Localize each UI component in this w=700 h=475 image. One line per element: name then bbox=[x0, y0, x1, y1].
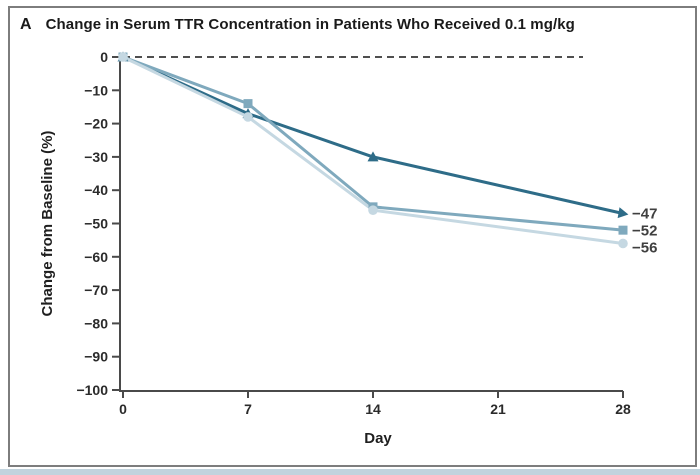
y-tick-label: −100 bbox=[76, 382, 108, 398]
series-3-circle-marker bbox=[243, 112, 253, 122]
figure-title-row: A Change in Serum TTR Concentration in Pa… bbox=[20, 16, 575, 34]
x-tick-label: 7 bbox=[244, 401, 252, 417]
x-tick-label: 14 bbox=[365, 401, 381, 417]
series-3-end-label: −56 bbox=[632, 240, 657, 257]
x-tick-label: 0 bbox=[119, 401, 127, 417]
series-2-square-marker bbox=[618, 225, 628, 235]
bottom-strip bbox=[0, 469, 700, 475]
y-tick-label: −70 bbox=[84, 282, 108, 298]
series-1-triangle-marker bbox=[617, 207, 629, 219]
series-2-end-label: −52 bbox=[632, 223, 657, 240]
y-tick-label: −80 bbox=[84, 315, 108, 331]
x-tick-label: 21 bbox=[490, 401, 506, 417]
y-tick-label: −30 bbox=[84, 149, 108, 165]
series-line-3 bbox=[121, 55, 625, 245]
x-axis-title: Day bbox=[364, 430, 392, 447]
series-1-triangle-marker bbox=[367, 151, 379, 162]
chart-title: Change in Serum TTR Concentration in Pat… bbox=[45, 16, 575, 33]
series-line-1 bbox=[121, 55, 625, 216]
y-tick-label: −40 bbox=[84, 182, 108, 198]
series-3-circle-marker bbox=[368, 205, 378, 215]
series-1-end-label: −47 bbox=[632, 206, 657, 223]
panel-label: A bbox=[20, 16, 32, 33]
y-tick-label: −60 bbox=[84, 249, 108, 265]
series-3-circle-marker bbox=[118, 52, 128, 62]
y-tick-label: −90 bbox=[84, 349, 108, 365]
y-axis-title: Change from Baseline (%) bbox=[39, 131, 56, 317]
y-tick-label: −20 bbox=[84, 116, 108, 132]
x-tick-label: 28 bbox=[615, 401, 631, 417]
y-tick-label: 0 bbox=[100, 49, 108, 65]
series-line-2 bbox=[121, 55, 625, 232]
series-3-circle-marker bbox=[618, 238, 628, 249]
series-2-square-marker bbox=[243, 99, 253, 109]
y-tick-label: −50 bbox=[84, 216, 108, 232]
y-tick-label: −10 bbox=[84, 82, 108, 98]
